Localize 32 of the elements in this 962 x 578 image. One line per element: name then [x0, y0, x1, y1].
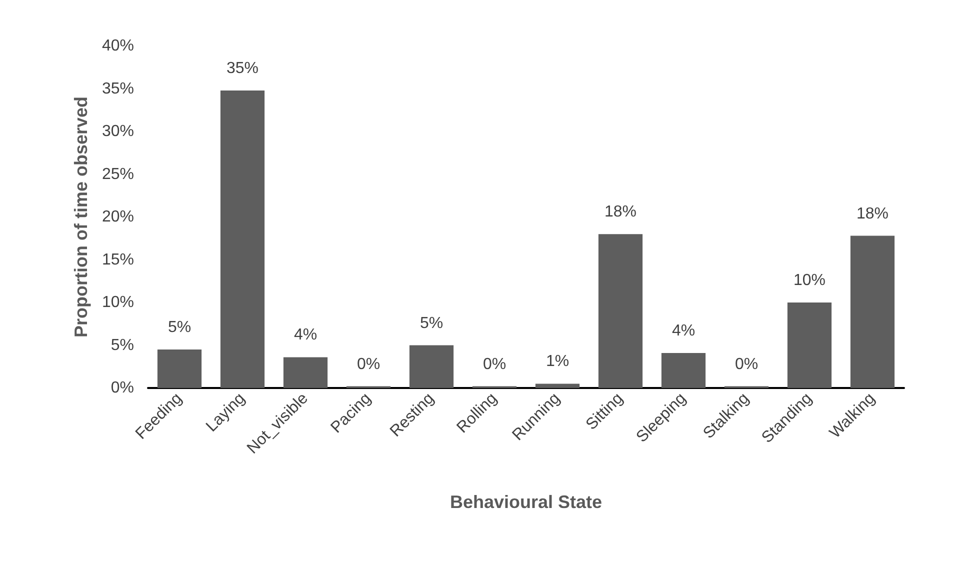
data-label: 1%	[546, 353, 570, 370]
y-tick-label: 25%	[102, 166, 134, 183]
data-label: 4%	[294, 326, 318, 344]
data-label: 35%	[226, 60, 259, 77]
bar	[409, 345, 454, 388]
y-tick-label: 5%	[110, 336, 134, 354]
y-tick-label: 30%	[102, 123, 134, 140]
bar	[787, 302, 832, 388]
data-label: 18%	[856, 205, 889, 222]
y-axis-title: Proportion of time observed	[71, 96, 91, 338]
data-label: 18%	[604, 204, 637, 221]
y-tick-label: 15%	[102, 251, 134, 268]
bar	[661, 352, 706, 388]
x-axis-title: Behavioural State	[450, 492, 602, 512]
data-label: 10%	[793, 272, 826, 289]
data-label: 0%	[734, 356, 758, 373]
bar	[157, 350, 202, 388]
bar	[535, 384, 580, 388]
data-label: 5%	[168, 319, 192, 336]
data-label: 0%	[482, 356, 506, 373]
bar	[220, 90, 265, 388]
data-label: 4%	[672, 322, 696, 340]
y-tick-label: 20%	[102, 208, 134, 226]
y-tick-label: 40%	[102, 38, 134, 54]
y-tick-label: 35%	[102, 80, 134, 98]
data-label: 0%	[356, 356, 380, 373]
y-tick-label: 0%	[110, 380, 134, 396]
bar	[283, 357, 328, 388]
bar	[598, 234, 643, 388]
bar	[850, 236, 895, 388]
y-tick-label: 10%	[102, 294, 134, 311]
data-label: 5%	[420, 314, 444, 332]
